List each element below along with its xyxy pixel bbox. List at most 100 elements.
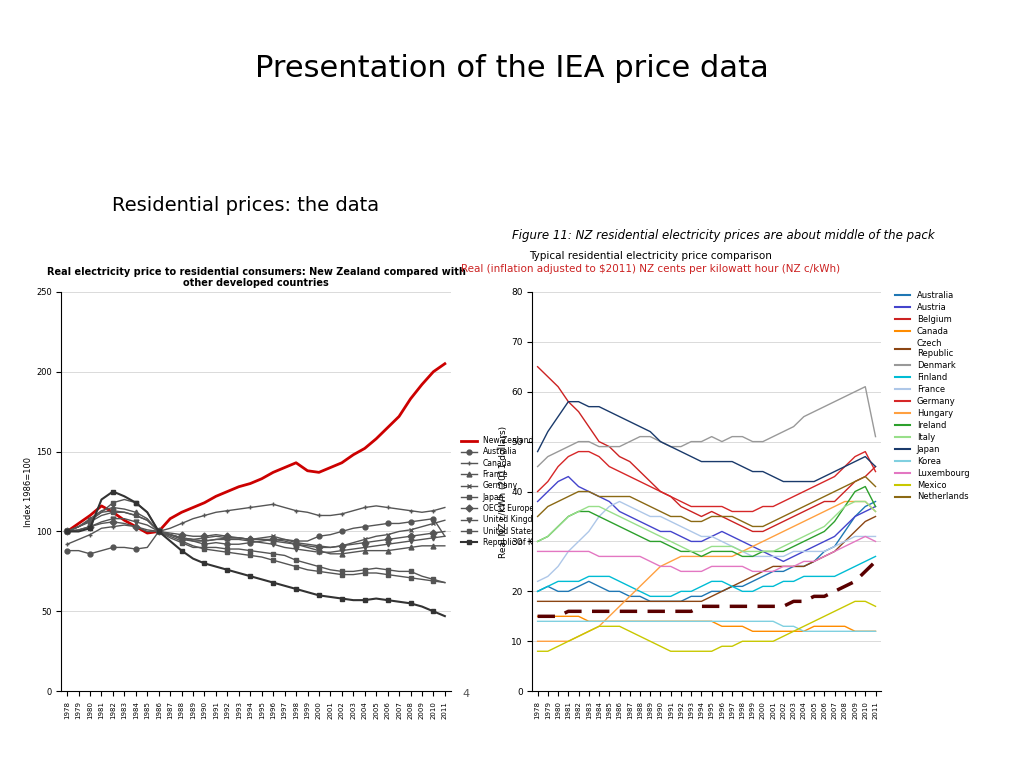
United States of America [210,546,222,555]
United Kingdom [61,527,74,536]
New Zealand [370,434,382,443]
Germany [106,506,119,515]
Japan [118,495,130,504]
United States of America [256,552,268,561]
Australia [187,536,200,545]
New Zealand [221,487,233,496]
Germany [199,533,211,542]
United States of America [382,570,394,579]
Germany [336,541,348,551]
Republic of Korea [244,571,256,581]
Canada [358,503,371,512]
Australia [336,527,348,536]
Canada [164,524,176,533]
Australia [118,543,130,552]
France [118,505,130,514]
France [301,543,313,552]
Australia [141,543,154,552]
France [130,508,142,517]
United States of America [199,545,211,554]
France [232,533,245,542]
OECD Europe [325,543,337,552]
Text: Figure 11: NZ residential electricity prices are about middle of the pack: Figure 11: NZ residential electricity pr… [512,229,935,242]
Republic of Korea [279,581,291,591]
New Zealand [279,463,291,472]
Line: Australia: Australia [65,516,447,556]
France [325,549,337,558]
New Zealand [244,479,256,488]
Canada [61,540,74,549]
Text: Residential prices: the data: Residential prices: the data [113,196,379,215]
Republic of Korea [130,498,142,508]
Canada [336,509,348,518]
Japan [256,548,268,557]
France [61,527,74,536]
United Kingdom [141,521,154,530]
New Zealand [106,508,119,517]
United States of America [73,522,85,531]
Republic of Korea [438,611,451,621]
Australia [106,543,119,552]
France [221,533,233,542]
United Kingdom [199,536,211,545]
Canada [130,522,142,531]
Canada [153,527,165,536]
Germany [358,535,371,544]
Germany [153,527,165,536]
United Kingdom [73,525,85,535]
Canada [141,527,154,536]
Germany [187,535,200,544]
Text: Typical residential electricity price comparison: Typical residential electricity price co… [528,251,772,261]
Canada [404,506,417,515]
Japan [393,567,406,576]
United Kingdom [325,548,337,557]
United States of America [438,578,451,588]
France [175,533,187,542]
New Zealand [95,502,108,511]
OECD Europe [73,525,85,535]
Japan [73,522,85,531]
United States of America [232,549,245,558]
New Zealand [358,444,371,453]
Canada [232,505,245,514]
United States of America [95,511,108,520]
Germany [244,535,256,544]
Japan [382,565,394,574]
France [347,548,359,557]
OECD Europe [256,535,268,544]
France [244,535,256,544]
Germany [279,535,291,544]
Republic of Korea [84,524,96,533]
Republic of Korea [416,602,428,611]
Australia [325,530,337,539]
Japan [427,574,439,584]
Germany [118,508,130,517]
OECD Europe [175,530,187,539]
New Zealand [164,514,176,523]
Y-axis label: Real NZ c/kWh (2011 dollars): Real NZ c/kWh (2011 dollars) [500,425,509,558]
New Zealand [187,503,200,512]
Australia [438,531,451,541]
France [256,535,268,544]
Australia [290,536,302,545]
Japan [130,498,142,508]
New Zealand [175,508,187,517]
United States of America [301,565,313,574]
OECD Europe [416,530,428,539]
Australia [347,524,359,533]
OECD Europe [221,531,233,541]
Japan [244,546,256,555]
Germany [256,533,268,542]
New Zealand [118,515,130,525]
Republic of Korea [118,492,130,501]
France [416,541,428,551]
United States of America [141,515,154,525]
Germany [325,543,337,552]
Japan [141,508,154,517]
United Kingdom [221,535,233,544]
United Kingdom [382,540,394,549]
Japan [347,567,359,576]
France [84,514,96,523]
Australia [175,535,187,544]
France [382,546,394,555]
